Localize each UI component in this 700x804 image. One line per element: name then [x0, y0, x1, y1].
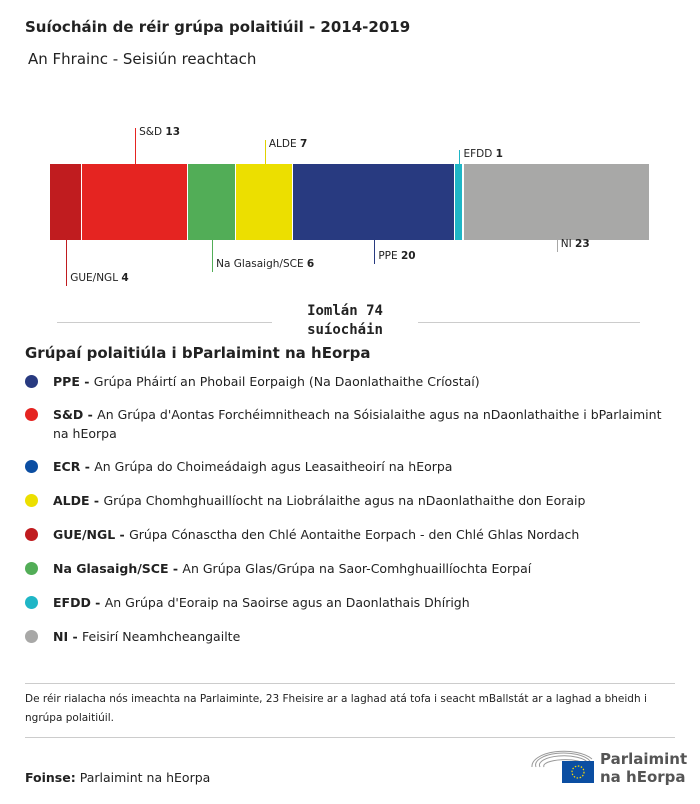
legend-item: PPE - Grúpa Pháirtí an Phobail Eorpaigh … — [25, 372, 675, 391]
divider — [25, 683, 675, 684]
chart-title: Suíocháin de réir grúpa polaitiúil - 201… — [25, 18, 411, 36]
legend-desc: An Grúpa do Choimeádaigh agus Leasaitheo… — [94, 459, 453, 474]
data-label: Na Glasaigh/SCE 6 — [216, 258, 314, 270]
label-name: ALDE — [268, 138, 300, 150]
total-label: Iomlán 74 suíocháin — [307, 303, 383, 338]
label-tick — [264, 140, 266, 164]
logo-text: Parlaimint na hEorpa — [600, 750, 688, 786]
label-value: 1 — [495, 148, 503, 160]
source-text: Parlaimint na hEorpa — [79, 770, 211, 785]
bar-segment-efdd — [455, 164, 464, 240]
label-name: GUE/NGL — [70, 272, 122, 284]
legend-abbr: Na Glasaigh/SCE - — [53, 561, 183, 576]
legend-abbr: PPE - — [53, 374, 94, 389]
legend-item: GUE/NGL - Grúpa Cónasctha den Chlé Aonta… — [25, 525, 675, 544]
label-name: NI — [560, 238, 576, 250]
label-tick — [556, 240, 558, 252]
legend-desc: Grúpa Chomhghuaillíocht na Liobrálaithe … — [103, 493, 586, 508]
legend-item: S&D - An Grúpa d'Aontas Forchéimnitheach… — [25, 405, 675, 443]
data-label: EFDD 1 — [463, 148, 503, 160]
legend-desc: An Grúpa d'Eoraip na Saoirse agus an Dao… — [104, 595, 470, 610]
source: Foinse: Parlaimint na hEorpa — [25, 770, 210, 785]
label-value: 7 — [299, 138, 308, 150]
legend-swatch — [25, 630, 38, 643]
legend-abbr: NI - — [53, 629, 83, 644]
legend-desc: Grúpa Cónasctha den Chlé Aontaithe Eorpa… — [129, 527, 580, 542]
legend-desc: An Grúpa d'Aontas Forchéimnitheach na Só… — [53, 407, 662, 441]
legend-swatch — [25, 596, 38, 609]
data-label: NI 23 — [561, 238, 590, 250]
label-value: 4 — [121, 272, 129, 284]
bar-segment-gue-ngl — [50, 164, 83, 240]
data-label: GUE/NGL 4 — [70, 272, 129, 284]
divider — [57, 322, 272, 323]
label-tick — [459, 150, 461, 164]
legend-swatch — [25, 408, 38, 421]
data-label: S&D 13 — [139, 126, 180, 138]
legend-swatch — [25, 460, 38, 473]
label-name: Na Glasaigh/SCE — [216, 258, 307, 270]
divider — [418, 322, 640, 323]
legend-abbr: GUE/NGL - — [53, 527, 130, 542]
label-value: 23 — [575, 238, 590, 250]
legend-abbr: ECR - — [53, 459, 95, 474]
stacked-bar — [50, 164, 650, 240]
label-value: 20 — [400, 250, 416, 262]
chart-subtitle: An Fhrainc - Seisiún reachtach — [28, 50, 257, 68]
legend-desc: Grúpa Pháirtí an Phobail Eorpaigh (Na Da… — [93, 374, 480, 389]
label-name: PPE — [378, 250, 401, 262]
bar-segment-alde — [236, 164, 294, 240]
bar-segment-na-glasaigh-sce — [187, 164, 237, 240]
legend-item: EFDD - An Grúpa d'Eoraip na Saoirse agus… — [25, 593, 675, 612]
footnote: De réir rialacha nós imeachta na Parlaim… — [25, 693, 647, 724]
bar-segment-s-d — [82, 164, 188, 240]
label-name: EFDD — [463, 148, 496, 160]
label-value: 13 — [165, 126, 181, 138]
legend-abbr: S&D - — [53, 407, 98, 422]
label-value: 6 — [306, 258, 315, 270]
data-label: ALDE 7 — [269, 138, 307, 150]
legend-swatch — [25, 528, 38, 541]
legend-item: NI - Feisirí Neamhcheangailte — [25, 627, 675, 646]
legend-swatch — [25, 375, 38, 388]
legend-swatch — [25, 494, 38, 507]
label-name: S&D — [139, 126, 166, 138]
parliament-logo-icon — [531, 750, 594, 783]
legend-desc: An Grúpa Glas/Grúpa na Saor-Comhghuaillí… — [182, 561, 532, 576]
label-tick — [66, 240, 68, 286]
bar-segment-ppe — [293, 164, 456, 240]
legend-item: Na Glasaigh/SCE - An Grúpa Glas/Grúpa na… — [25, 559, 675, 578]
legend-desc: Feisirí Neamhcheangailte — [82, 629, 241, 644]
legend-heading: Grúpaí polaitiúla i bParlaimint na hEorp… — [25, 344, 371, 362]
bar-segment-ni — [463, 164, 650, 240]
divider — [25, 737, 675, 738]
legend-abbr: EFDD - — [53, 595, 105, 610]
legend-item: ECR - An Grúpa do Choimeádaigh agus Leas… — [25, 457, 675, 476]
label-tick — [135, 128, 137, 164]
data-label: PPE 20 — [378, 250, 415, 262]
legend-abbr: ALDE - — [53, 493, 104, 508]
legend-swatch — [25, 562, 38, 575]
label-tick — [212, 240, 214, 272]
label-tick — [374, 240, 376, 264]
legend-item: ALDE - Grúpa Chomhghuaillíocht na Liobrá… — [25, 491, 675, 510]
source-label: Foinse: — [25, 770, 76, 785]
